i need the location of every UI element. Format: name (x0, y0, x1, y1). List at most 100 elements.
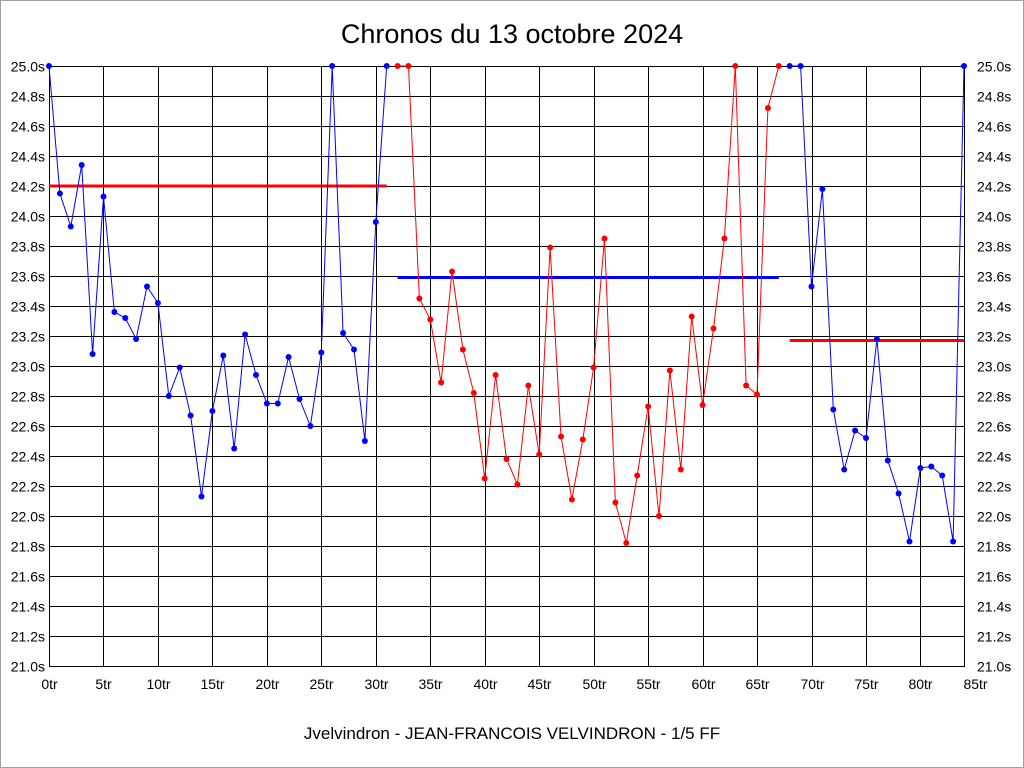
x-tick-label: 35tr (418, 676, 442, 692)
y-tick-label-left: 23.8s (11, 239, 45, 255)
x-tick-label: 20tr (255, 676, 279, 692)
data-point (786, 63, 793, 69)
data-point (525, 382, 532, 389)
data-point (961, 63, 967, 69)
data-point (78, 162, 85, 168)
grid (49, 66, 964, 666)
data-point (764, 105, 771, 111)
data-point (939, 472, 946, 479)
data-point (721, 235, 728, 242)
data-point (906, 538, 913, 545)
chart-footer: Jvelvindron - JEAN-FRANCOIS VELVINDRON -… (304, 724, 720, 743)
data-point (67, 223, 74, 230)
data-point (808, 283, 815, 290)
x-tick-label: 60tr (691, 676, 715, 692)
x-tick-label: 45tr (527, 676, 551, 692)
data-point (89, 351, 96, 357)
y-tick-label-left: 24.0s (11, 209, 45, 225)
data-point (56, 190, 63, 197)
y-tick-label-right: 23.8s (977, 239, 1011, 255)
data-point (165, 393, 172, 399)
data-point (950, 538, 957, 545)
data-point (666, 367, 673, 374)
data-point (307, 423, 314, 429)
data-point (917, 465, 924, 471)
x-tick-label: 70tr (800, 676, 824, 692)
data-point (873, 336, 880, 342)
y-tick-label-left: 23.4s (11, 299, 45, 315)
data-point (514, 481, 521, 488)
x-tick-label: 85tr (963, 676, 987, 692)
x-tick-label: 65tr (745, 676, 769, 692)
data-point (797, 63, 804, 69)
y-tick-label-right: 24.2s (977, 179, 1011, 195)
y-tick-label-right: 21.0s (977, 659, 1011, 675)
data-point (459, 346, 466, 353)
data-point (133, 336, 140, 342)
y-tick-label-left: 24.6s (11, 119, 45, 135)
y-tick-label-right: 22.0s (977, 509, 1011, 525)
y-tick-label-right: 23.6s (977, 269, 1011, 285)
y-tick-label-right: 24.8s (977, 89, 1011, 105)
series-line (48, 65, 388, 497)
data-point (536, 451, 543, 458)
data-point (710, 325, 717, 332)
y-tick-label-right: 23.2s (977, 329, 1011, 345)
x-tick-label: 80tr (908, 676, 932, 692)
data-point (176, 364, 183, 371)
x-tick-label: 75tr (854, 676, 878, 692)
data-point (677, 466, 684, 473)
data-point (351, 346, 357, 353)
data-point (830, 406, 837, 413)
data-point (253, 372, 259, 378)
data-point (579, 436, 586, 443)
data-point (492, 372, 499, 378)
data-point (819, 186, 826, 192)
plot-area-border (49, 66, 965, 667)
y-tick-label-left: 23.0s (11, 359, 45, 375)
y-tick-label-left: 21.2s (11, 629, 45, 645)
data-point (296, 396, 303, 402)
x-tick-label: 40tr (473, 676, 497, 692)
data-point (416, 295, 423, 302)
chart-title: Chronos du 13 octobre 2024 (341, 19, 683, 49)
data-point (427, 316, 434, 323)
data-point (187, 412, 194, 419)
data-point (884, 457, 891, 464)
data-point (470, 390, 477, 396)
data-point (503, 456, 510, 462)
x-tick-label: 55tr (636, 676, 660, 692)
data-point (656, 513, 662, 519)
x-tick-label: 10tr (146, 676, 170, 692)
y-tick-label-right: 24.0s (977, 209, 1011, 225)
x-tick-label: 25tr (309, 676, 333, 692)
data-point (198, 493, 205, 500)
data-point (394, 63, 401, 69)
data-point (590, 364, 597, 371)
data-point (895, 490, 902, 497)
data-point (775, 63, 782, 69)
data-point (46, 63, 52, 69)
data-point (100, 193, 107, 200)
data-point (481, 475, 488, 482)
data-point (928, 463, 935, 470)
x-tick-label: 30tr (364, 676, 388, 692)
y-tick-label-right: 24.4s (977, 149, 1011, 165)
x-tick-label: 5tr (95, 676, 112, 692)
y-tick-label-left: 24.8s (11, 89, 45, 105)
y-tick-label-left: 23.6s (11, 269, 45, 285)
y-tick-label-right: 21.8s (977, 539, 1011, 555)
x-tick-label: 15tr (200, 676, 224, 692)
y-tick-label-left: 21.8s (11, 539, 45, 555)
data-point (340, 330, 347, 336)
data-point (383, 63, 390, 69)
data-point (372, 219, 379, 225)
y-tick-label-right: 22.8s (977, 389, 1011, 405)
data-point (732, 63, 739, 69)
data-point (285, 354, 292, 360)
data-series (46, 63, 967, 546)
data-point (841, 466, 848, 473)
y-tick-label-right: 23.0s (977, 359, 1011, 375)
x-tick-label: 50tr (582, 676, 606, 692)
